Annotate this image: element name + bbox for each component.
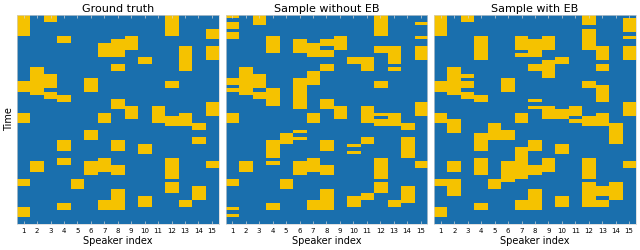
X-axis label: Speaker index: Speaker index (292, 236, 361, 246)
Y-axis label: Time: Time (4, 107, 14, 131)
Title: Sample without EB: Sample without EB (274, 4, 379, 14)
Title: Sample with EB: Sample with EB (492, 4, 579, 14)
Title: Ground truth: Ground truth (82, 4, 154, 14)
X-axis label: Speaker index: Speaker index (500, 236, 570, 246)
X-axis label: Speaker index: Speaker index (83, 236, 152, 246)
